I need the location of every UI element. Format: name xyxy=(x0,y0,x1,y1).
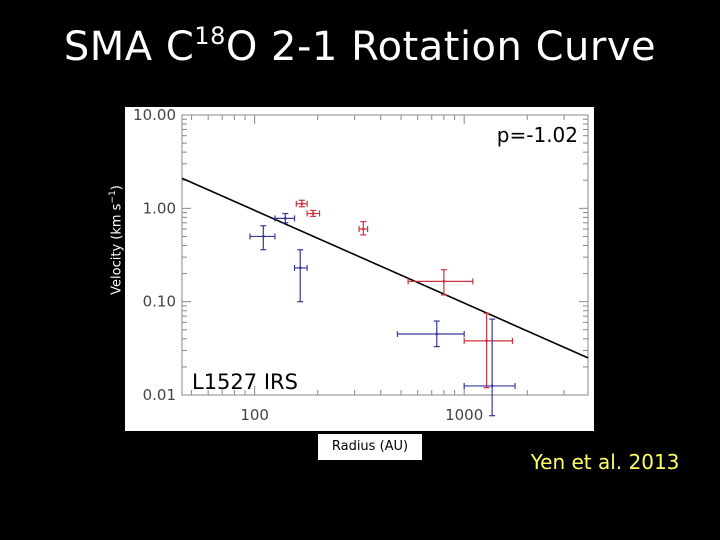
y-tick-label: 0.10 xyxy=(143,293,176,311)
red-data-point xyxy=(361,227,365,231)
citation: Yen et al. 2013 xyxy=(530,450,680,474)
y-tick-label: 10.00 xyxy=(133,107,176,124)
power-law-index-label: p=-1.02 xyxy=(497,123,578,147)
ylabel-tail: ) xyxy=(109,185,125,191)
x-tick-label: 100 xyxy=(240,406,269,424)
x-tick-label: 1000 xyxy=(445,406,483,424)
blue-data-point xyxy=(490,384,494,388)
blue-data-point xyxy=(261,235,265,238)
red-data-point xyxy=(442,279,446,283)
y-tick-label: 1.00 xyxy=(143,199,176,217)
ylabel-main: Velocity (km s xyxy=(109,203,125,295)
y-tick-label: 0.01 xyxy=(143,386,176,404)
plot-frame xyxy=(181,114,589,396)
ylabel-superscript: −1 xyxy=(108,190,118,204)
title-superscript: 18 xyxy=(194,22,226,50)
blue-data-point xyxy=(298,266,302,270)
power-law-fit-line xyxy=(181,177,589,359)
slide-title: SMA C18O 2-1 Rotation Curve xyxy=(0,22,720,70)
red-data-point xyxy=(300,202,304,206)
red-data-point xyxy=(311,212,315,215)
title-main: SMA C xyxy=(63,24,195,70)
title-tail: O 2-1 Rotation Curve xyxy=(225,24,657,70)
plot-panel: 0.01 0.10 1.00 10.00 100 1000 p=-1.02 L1527 IRS xyxy=(125,107,594,431)
y-axis-label: Velocity (km s−1) xyxy=(103,145,125,335)
source-name-label: L1527 IRS xyxy=(192,370,298,394)
blue-data-point xyxy=(435,332,439,336)
x-axis-label: Radius (AU) xyxy=(318,434,422,460)
chart-svg: 0.01 0.10 1.00 10.00 100 1000 p=-1.02 L1527 IRS xyxy=(133,107,589,424)
red-data-point xyxy=(485,339,489,343)
blue-data-point xyxy=(283,217,287,220)
